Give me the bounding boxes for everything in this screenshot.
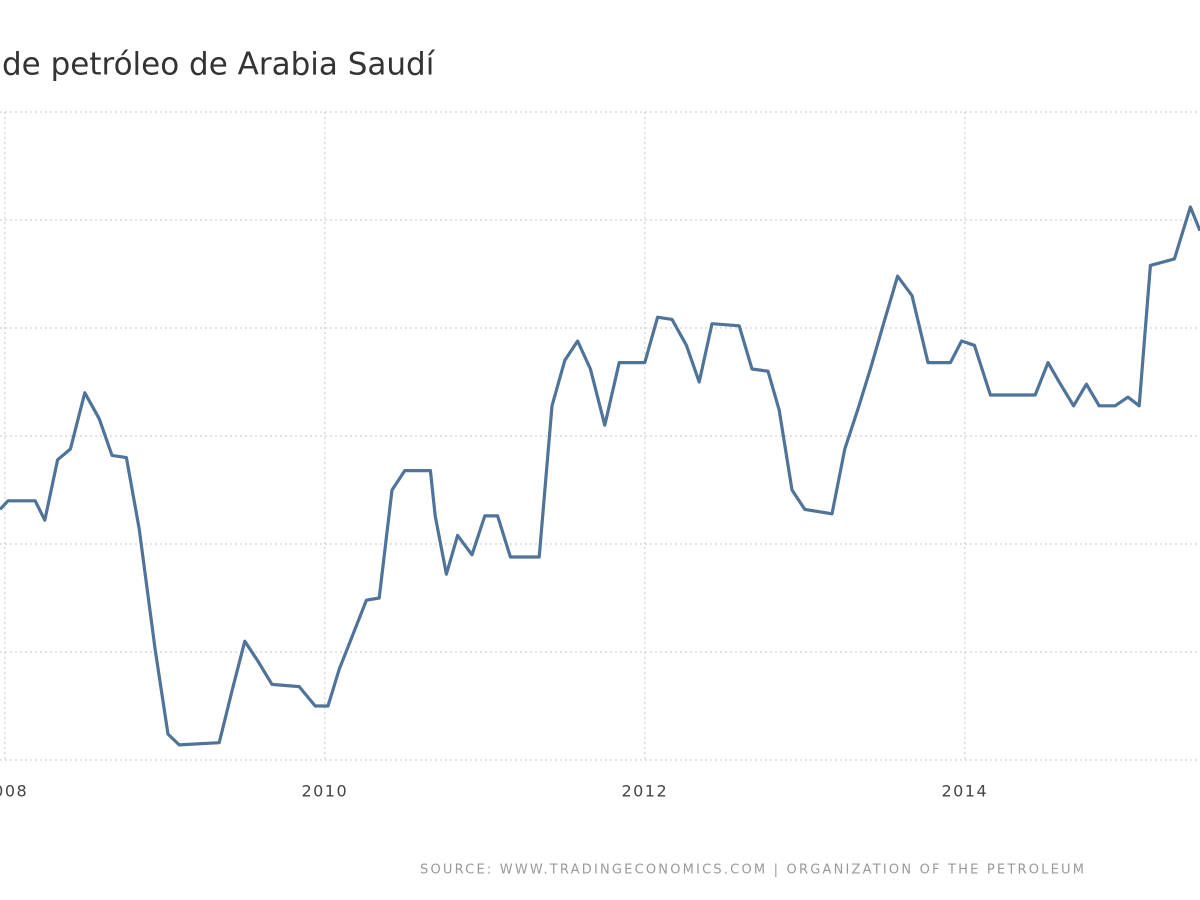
data-line [0,205,1200,747]
x-tick-label: 2010 [301,782,348,801]
chart-title: de petróleo de Arabia Saudí [2,47,436,83]
x-tick-label: 2014 [941,782,988,801]
x-tick-label: 2008 [0,782,28,801]
source-note: SOURCE: WWW.TRADINGECONOMICS.COM | ORGAN… [420,863,1086,878]
x-tick-label: 2012 [621,782,668,801]
